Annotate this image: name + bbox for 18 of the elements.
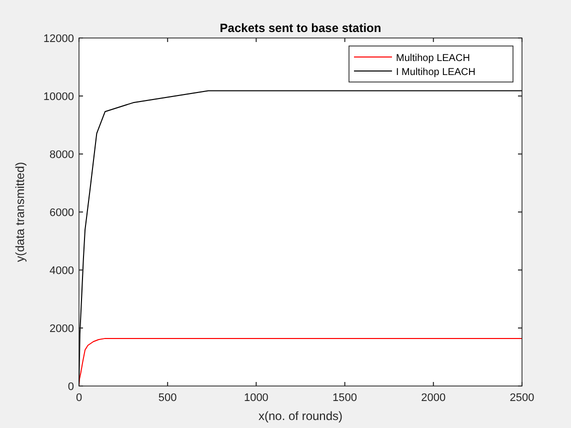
y-axis-title: y(data transmitted) bbox=[13, 162, 27, 262]
x-tick-label: 2500 bbox=[510, 392, 534, 404]
y-tick-label: 10000 bbox=[43, 91, 74, 103]
y-tick-label: 0 bbox=[68, 381, 74, 393]
y-tick-label: 4000 bbox=[50, 265, 74, 277]
y-tick-label: 8000 bbox=[50, 149, 74, 161]
x-tick-label: 2000 bbox=[421, 392, 446, 404]
x-tick-label: 0 bbox=[76, 392, 82, 404]
y-tick-label: 6000 bbox=[50, 207, 74, 219]
x-tick-label: 1000 bbox=[244, 392, 268, 404]
x-axis-title: x(no. of rounds) bbox=[258, 409, 343, 423]
x-tick-label: 1500 bbox=[332, 392, 358, 404]
x-tick-label: 500 bbox=[158, 392, 177, 404]
legend-label: Multihop LEACH bbox=[396, 53, 470, 64]
y-tick-label: 12000 bbox=[43, 33, 74, 45]
y-tick-label: 2000 bbox=[50, 323, 74, 335]
chart-title: Packets sent to base station bbox=[220, 21, 382, 35]
legend-label: I Multihop LEACH bbox=[396, 67, 476, 78]
